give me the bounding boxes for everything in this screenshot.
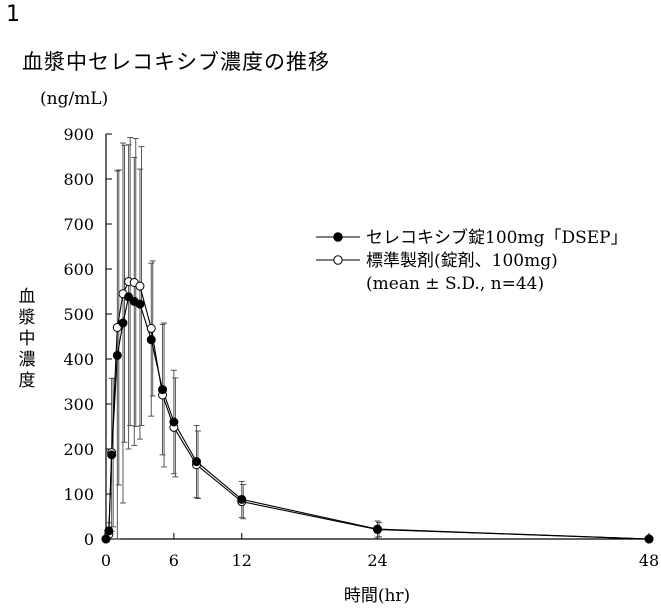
y-axis-label-char: 漿	[19, 308, 36, 328]
legend: セレコキシブ錠100mg「DSEP」標準製剤(錠剤、100mg) (mean ± …	[316, 227, 628, 294]
x-tick-label: 6	[169, 551, 179, 570]
legend-marker	[334, 256, 342, 264]
data-point	[193, 458, 201, 466]
series-line	[106, 282, 649, 539]
legend-label: セレコキシブ錠100mg「DSEP」	[366, 227, 628, 248]
y-tick-label: 400	[63, 350, 94, 369]
data-point	[147, 324, 155, 332]
x-axis-label: 時間(hr)	[344, 586, 410, 606]
x-tick-label: 0	[101, 551, 111, 570]
legend-note: (mean ± S.D., n=44)	[366, 274, 544, 294]
data-point	[108, 451, 116, 459]
y-tick-label: 800	[63, 170, 94, 189]
legend-marker	[334, 233, 342, 241]
x-tick-label: 24	[367, 551, 387, 570]
data-point	[170, 418, 178, 426]
y-axis-label-char: 血	[19, 287, 36, 307]
y-axis-label-char: 度	[19, 371, 36, 391]
series-lines	[106, 282, 649, 539]
series-markers	[102, 278, 653, 543]
data-point	[119, 319, 127, 327]
data-point	[102, 535, 110, 543]
y-tick-label: 200	[63, 440, 94, 459]
error-bars	[106, 138, 654, 539]
data-point	[147, 336, 155, 344]
data-point	[238, 495, 246, 503]
y-tick-label: 0	[84, 530, 94, 549]
data-point	[159, 386, 167, 394]
data-point	[136, 300, 144, 308]
y-tick-label: 300	[63, 395, 94, 414]
data-point	[645, 535, 653, 543]
data-point	[374, 525, 382, 533]
series-line	[106, 297, 649, 539]
data-point	[105, 527, 113, 535]
data-point	[113, 351, 121, 359]
y-axis-label-char: 濃	[19, 350, 36, 370]
y-axis-label-char: 中	[19, 329, 36, 349]
y-unit-label: (ng/mL)	[40, 89, 108, 109]
y-tick-label: 900	[63, 125, 94, 144]
data-point	[136, 282, 144, 290]
y-tick-label: 700	[63, 215, 94, 234]
x-tick-label: 12	[232, 551, 252, 570]
x-tick-label: 48	[639, 551, 659, 570]
y-tick-label: 100	[63, 485, 94, 504]
legend-label: 標準製剤(錠剤、100mg)	[366, 251, 558, 271]
y-tick-label: 600	[63, 260, 94, 279]
y-tick-label: 500	[63, 305, 94, 324]
